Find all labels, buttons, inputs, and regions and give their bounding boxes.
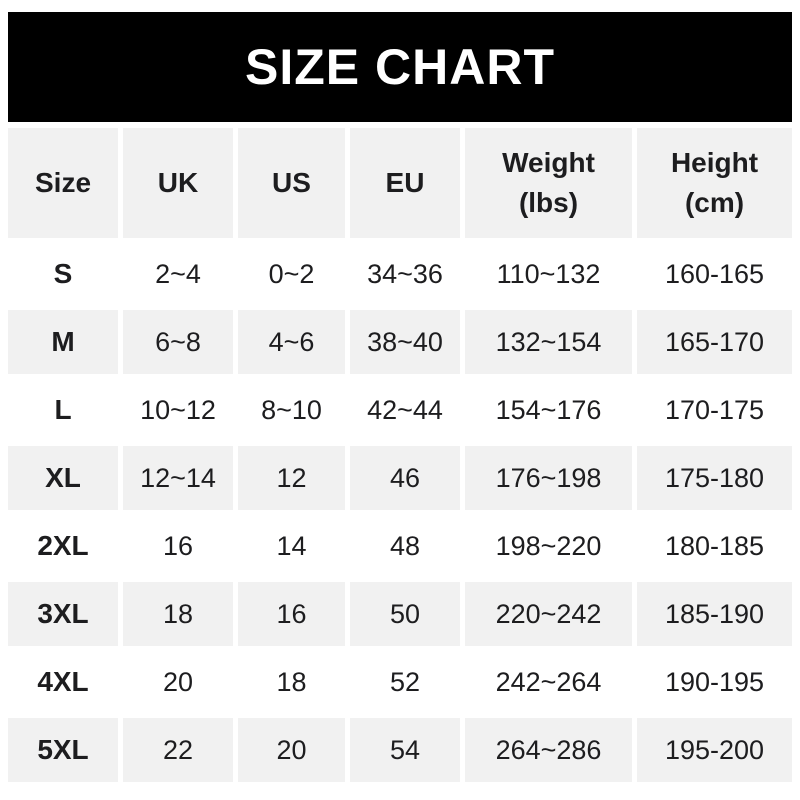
column-header-uk: UK	[123, 128, 233, 238]
table-row: 3XL 18 16 50 220~242 185-190	[8, 582, 792, 646]
column-header-unit: (lbs)	[518, 187, 579, 218]
table-row: 2XL 16 14 48 198~220 180-185	[8, 514, 792, 578]
cell-eu: 34~36	[367, 258, 443, 289]
cell-us: 14	[276, 530, 307, 561]
cell-weight: 264~286	[465, 718, 632, 782]
cell-us: 0~2	[268, 258, 315, 289]
table-row: M 6~8 4~6 38~40 132~154 165-170	[8, 310, 792, 374]
cell-eu: 50	[350, 582, 460, 646]
title-bar: SIZE CHART	[8, 12, 792, 122]
cell-height: 185-190	[637, 582, 792, 646]
cell-eu: 42~44	[367, 394, 443, 425]
cell-size: L	[54, 394, 72, 425]
cell-uk: 22	[123, 718, 233, 782]
cell-uk: 16	[162, 530, 194, 561]
cell-eu: 54	[350, 718, 460, 782]
column-header-weight: Weight (lbs)	[465, 128, 632, 238]
cell-weight: 154~176	[495, 394, 602, 425]
cell-uk: 12~14	[123, 446, 233, 510]
cell-us: 20	[238, 718, 345, 782]
cell-us: 16	[238, 582, 345, 646]
cell-weight: 198~220	[495, 530, 602, 561]
cell-height: 165-170	[637, 310, 792, 374]
table-row: L 10~12 8~10 42~44 154~176 170-175	[8, 378, 792, 442]
column-header-label: EU	[385, 167, 425, 198]
cell-uk: 6~8	[123, 310, 233, 374]
cell-us: 8~10	[261, 394, 322, 425]
cell-eu: 46	[350, 446, 460, 510]
column-header-size: Size	[8, 128, 118, 238]
cell-height: 160-165	[664, 258, 765, 289]
cell-eu: 52	[389, 666, 421, 697]
table-row: XL 12~14 12 46 176~198 175-180	[8, 446, 792, 510]
column-header-eu: EU	[350, 128, 460, 238]
table-row: 4XL 20 18 52 242~264 190-195	[8, 650, 792, 714]
cell-eu: 38~40	[350, 310, 460, 374]
cell-uk: 2~4	[155, 258, 201, 289]
cell-size: 4XL	[37, 666, 89, 697]
cell-height: 190-195	[664, 666, 765, 697]
cell-uk: 10~12	[140, 394, 216, 425]
cell-uk: 20	[162, 666, 194, 697]
table-row: 5XL 22 20 54 264~286 195-200	[8, 718, 792, 782]
cell-uk: 18	[123, 582, 233, 646]
column-header-height: Height (cm)	[637, 128, 792, 238]
cell-weight: 242~264	[495, 666, 602, 697]
cell-height: 170-175	[664, 394, 765, 425]
table-row: S 2~4 0~2 34~36 110~132 160-165	[8, 242, 792, 306]
cell-height: 175-180	[637, 446, 792, 510]
column-header-us: US	[238, 128, 345, 238]
cell-weight: 176~198	[465, 446, 632, 510]
cell-size: S	[53, 258, 73, 289]
column-header-unit: (cm)	[684, 187, 745, 218]
column-header-label: US	[272, 167, 311, 198]
cell-weight: 220~242	[465, 582, 632, 646]
column-header-label: UK	[157, 167, 199, 198]
page-title: SIZE CHART	[245, 39, 555, 95]
cell-height: 180-185	[664, 530, 765, 561]
cell-size: XL	[8, 446, 118, 510]
column-header-label: Height	[670, 147, 759, 178]
cell-us: 12	[238, 446, 345, 510]
cell-eu: 48	[389, 530, 421, 561]
table-body: S 2~4 0~2 34~36 110~132 160-165 M 6~8 4~…	[8, 242, 792, 782]
cell-size: 2XL	[37, 530, 89, 561]
cell-us: 18	[276, 666, 307, 697]
column-header-label: Weight	[502, 147, 595, 178]
column-header-label: Size	[34, 167, 92, 198]
cell-weight: 132~154	[465, 310, 632, 374]
cell-us: 4~6	[238, 310, 345, 374]
cell-size: 5XL	[8, 718, 118, 782]
table-header-row: Size UK US EU Weight (lbs) Height (cm)	[8, 128, 792, 238]
cell-height: 195-200	[637, 718, 792, 782]
cell-weight: 110~132	[496, 258, 601, 289]
size-chart-sheet: SIZE CHART Size UK US EU Weight (lbs) He…	[8, 0, 792, 782]
cell-size: 3XL	[8, 582, 118, 646]
cell-size: M	[8, 310, 118, 374]
